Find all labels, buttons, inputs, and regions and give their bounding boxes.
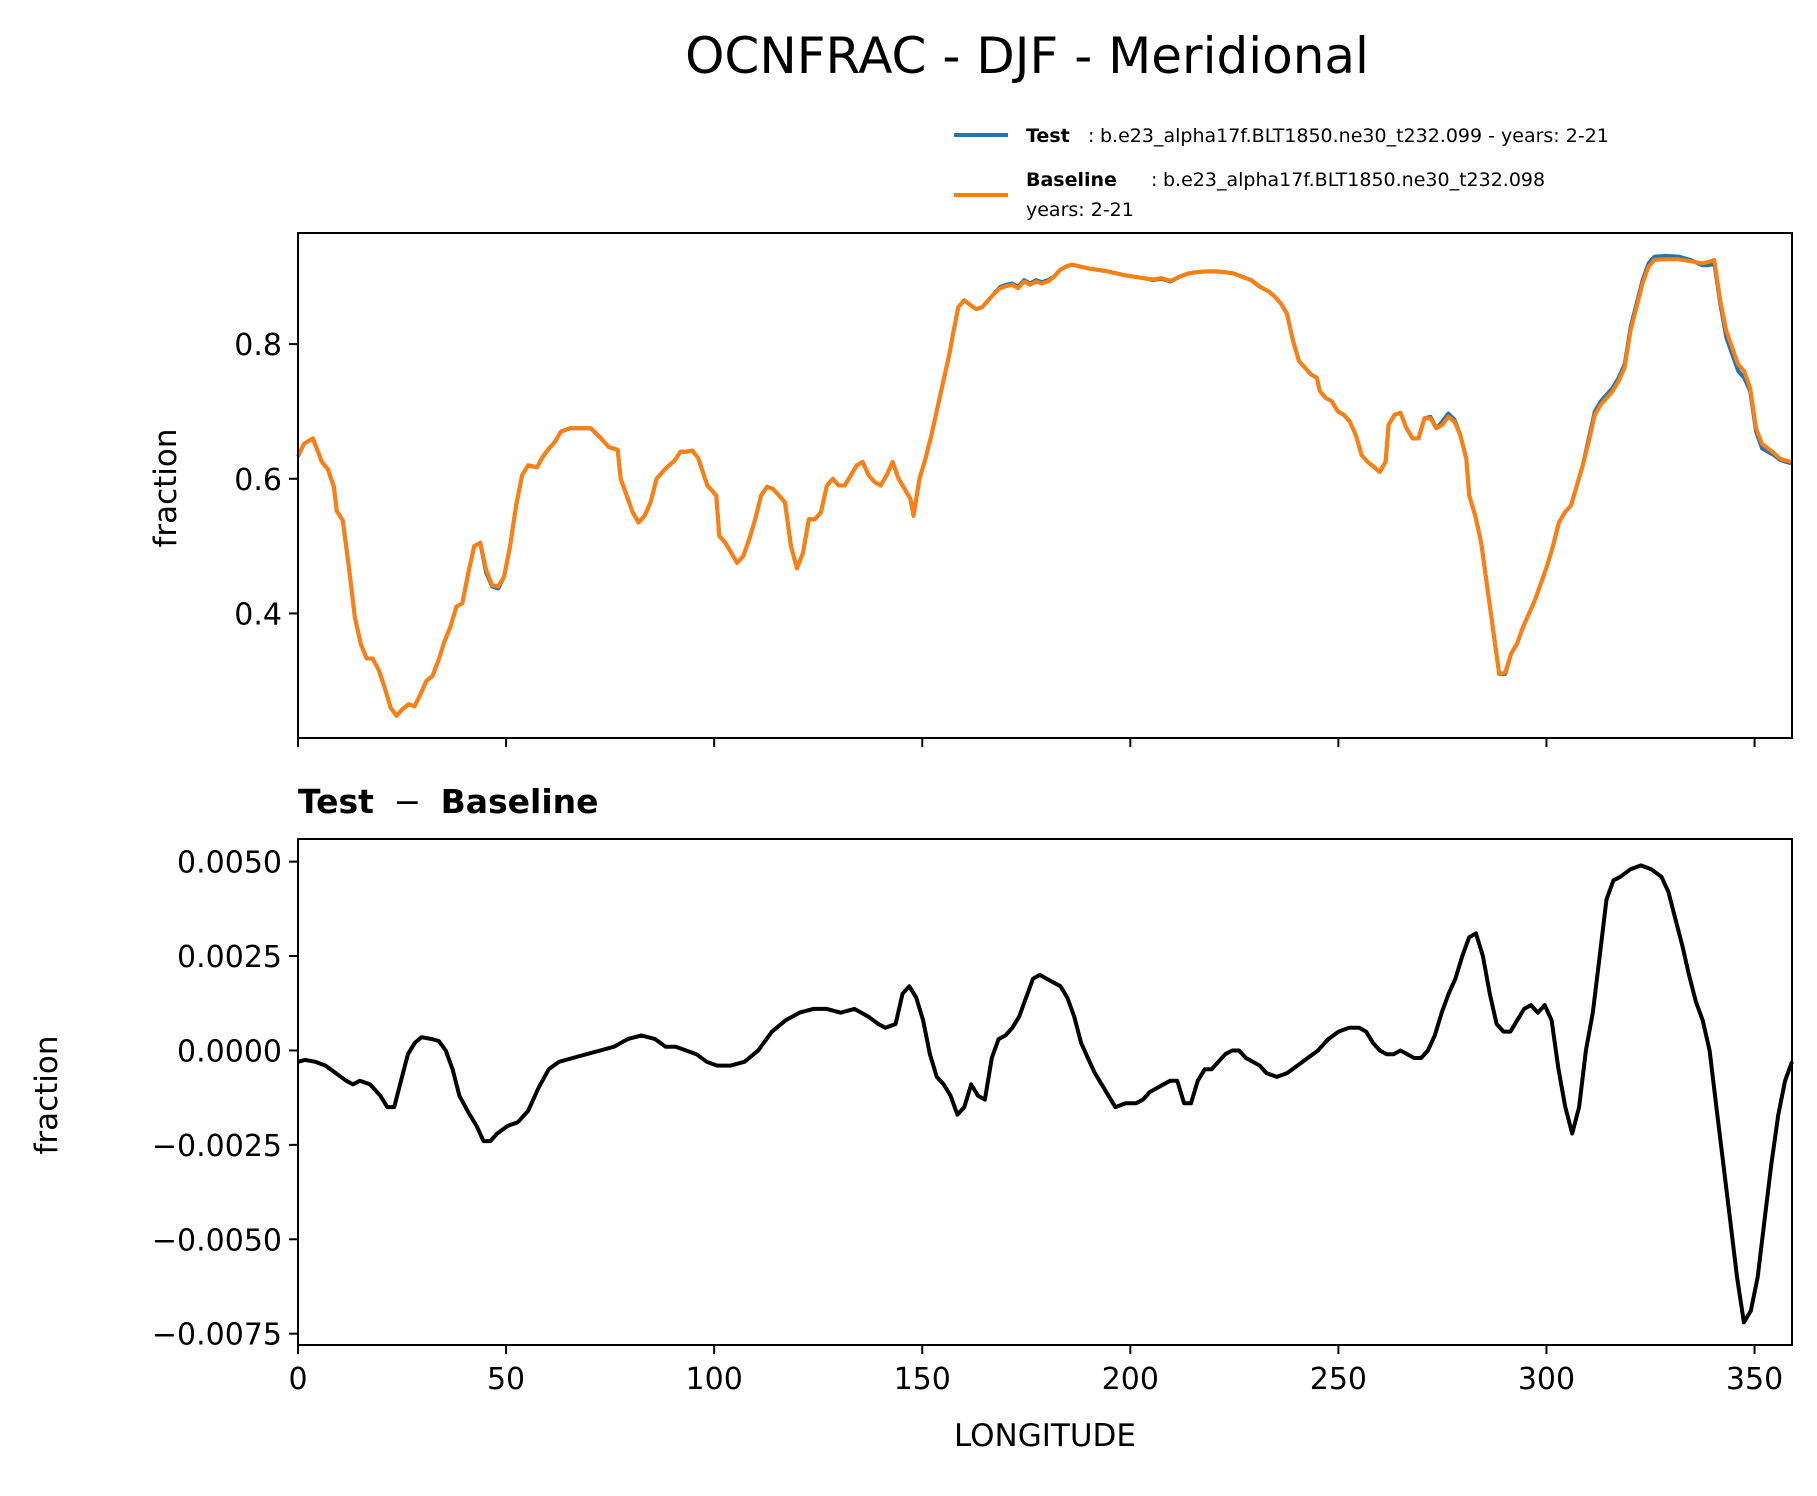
subtitle-minus: − — [393, 782, 421, 821]
top-ytick-label: 0.4 — [234, 597, 282, 632]
bottom-xtick-label: 250 — [1310, 1362, 1367, 1397]
top-ytick-label: 0.6 — [234, 463, 282, 498]
figure-title: OCNFRAC - DJF - Meridional — [685, 27, 1369, 85]
bottom-xtick-label: 200 — [1102, 1362, 1159, 1397]
top-ytick-label: 0.8 — [234, 328, 282, 363]
bottom-xtick-label: 100 — [686, 1362, 743, 1397]
subtitle-baseline: Baseline — [441, 782, 599, 821]
top-axes: 0.4 0.6 0.8 fraction — [148, 232, 1793, 747]
top-axes-frame — [297, 232, 1793, 739]
top-series-test — [296, 253, 1793, 718]
bottom-xtick-label: 0 — [288, 1362, 307, 1397]
legend-test-sep: : — [1088, 125, 1094, 147]
bottom-ylabel: fraction — [29, 1035, 65, 1154]
bottom-axes: 0.00500.00250.0000−0.0025−0.0050−0.0075 … — [29, 838, 1794, 1454]
bottom-ytick-label: 0.0000 — [177, 1034, 282, 1069]
bottom-series-diff — [297, 863, 1794, 1325]
legend: Test : b.e23_alpha17f.BLT1850.ne30_t232.… — [954, 125, 1609, 221]
legend-test-text: b.e23_alpha17f.BLT1850.ne30_t232.099 - y… — [1100, 125, 1609, 147]
subtitle-test: Test — [298, 782, 374, 821]
top-xticks — [297, 738, 1756, 747]
bottom-xtick-label: 150 — [894, 1362, 951, 1397]
legend-test-label: Test — [1026, 125, 1070, 147]
top-yticks: 0.4 0.6 0.8 — [234, 328, 298, 632]
bottom-axes-frame — [297, 838, 1793, 1346]
top-ylabel: fraction — [148, 428, 184, 547]
legend-baseline-text: b.e23_alpha17f.BLT1850.ne30_t232.098 — [1163, 169, 1545, 191]
bottom-xtick-label: 50 — [487, 1362, 525, 1397]
bottom-xtick-label: 300 — [1518, 1362, 1575, 1397]
bottom-ytick-label: 0.0025 — [177, 940, 282, 975]
bottom-yticks: 0.0050 0.0025 0.0000 −0.0025 −0.0050 −0.0075 — [152, 846, 298, 1353]
legend-baseline-label: Baseline — [1026, 169, 1117, 191]
legend-baseline-sep: : — [1151, 169, 1157, 191]
bottom-xticks: 0 50 100 150 200 250 300 350 — [288, 1345, 1783, 1397]
bottom-ytick-label: 0.0050 — [177, 846, 282, 881]
bottom-ytick-label: −0.0025 — [152, 1129, 282, 1164]
bottom-subplot-title: Test − Baseline — [298, 782, 599, 821]
top-series-baseline — [296, 257, 1793, 718]
bottom-ytick-label: −0.0075 — [152, 1318, 282, 1353]
bottom-xtick-label: 350 — [1726, 1362, 1783, 1397]
bottom-xlabel: LONGITUDE — [954, 1418, 1136, 1454]
legend-baseline-text2: years: 2-21 — [1026, 199, 1134, 221]
bottom-ytick-label: −0.0050 — [152, 1223, 282, 1258]
